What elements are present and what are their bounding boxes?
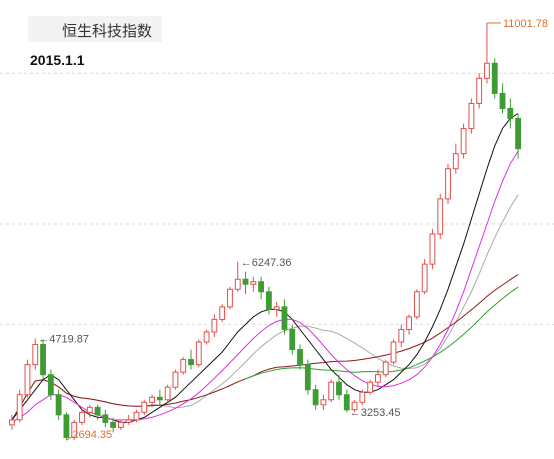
candle-body-45 <box>359 391 366 403</box>
date-label: 2015.1.1 <box>30 52 85 68</box>
candle-body-48 <box>382 361 389 376</box>
candle-body-8 <box>71 421 78 438</box>
candle-body-24 <box>195 341 202 366</box>
candle-body-41 <box>328 381 335 401</box>
candle-body-56 <box>445 168 451 200</box>
candle-body-15 <box>125 419 132 423</box>
candle-body-32 <box>258 281 265 293</box>
candle-body-46 <box>367 381 374 393</box>
annotation-4: 11001.78 <box>503 18 548 30</box>
candle-body-18 <box>149 396 155 403</box>
candle-body-61 <box>484 62 490 79</box>
candle-body-34 <box>273 306 280 310</box>
candle-body-36 <box>289 328 296 351</box>
candle-body-55 <box>437 198 444 235</box>
candle-body-7 <box>63 414 70 438</box>
candle-body-47 <box>375 374 381 383</box>
candle-body-19 <box>156 396 163 401</box>
candle-body-9 <box>79 411 85 423</box>
candle-body-42 <box>336 381 342 396</box>
candle-body-44 <box>351 401 358 411</box>
candle-body-58 <box>460 128 467 155</box>
candle-body-54 <box>429 233 436 265</box>
candle-body-57 <box>452 153 459 170</box>
candle-body-10 <box>86 406 93 413</box>
candle-body-12 <box>102 414 109 423</box>
annotation-1: 2694.35 <box>72 429 112 441</box>
candle-body-53 <box>421 263 428 293</box>
candle-body-11 <box>94 406 101 416</box>
candle-body-63 <box>499 92 506 109</box>
candle-body-51 <box>406 316 412 330</box>
chart-title: 恒生科技指数 <box>62 22 153 40</box>
title-box <box>28 16 162 42</box>
candle-body-40 <box>320 399 327 406</box>
candle-body-60 <box>476 77 483 104</box>
candle-body-31 <box>250 281 257 285</box>
annotation-0: ←4719.87 <box>38 334 89 346</box>
candle-body-6 <box>55 394 62 416</box>
candle-body-5 <box>47 374 54 396</box>
candle-body-1 <box>16 394 23 421</box>
candle-body-21 <box>172 371 179 388</box>
candle-body-16 <box>133 411 140 421</box>
candle-body-38 <box>304 364 311 391</box>
candle-body-33 <box>265 291 272 310</box>
annotation-2: ←6247.36 <box>241 257 292 269</box>
ma-line-darkred <box>11 274 519 421</box>
candle-body-52 <box>413 291 420 318</box>
candle-body-29 <box>234 278 241 290</box>
candle-body-26 <box>211 318 218 333</box>
candle-body-65 <box>515 118 522 150</box>
candle-body-13 <box>110 421 117 428</box>
candle-body-20 <box>164 386 171 401</box>
candle-body-0 <box>8 419 15 426</box>
candle-body-49 <box>390 341 397 363</box>
candle-body-27 <box>219 306 226 320</box>
ma-line-black <box>11 113 519 423</box>
candle-body-2 <box>24 364 31 396</box>
candle-body-35 <box>281 306 288 330</box>
candle-body-3 <box>32 344 39 366</box>
ma-line-magenta <box>11 150 519 423</box>
candle-body-43 <box>343 394 350 411</box>
candle-body-4 <box>40 344 46 376</box>
candle-body-39 <box>312 389 319 406</box>
candle-body-25 <box>203 331 210 343</box>
candle-body-30 <box>242 278 249 285</box>
candle-body-59 <box>468 102 475 130</box>
candle-body-17 <box>141 401 148 413</box>
ma-line-green <box>245 286 519 380</box>
candle-body-14 <box>118 421 124 428</box>
annotation-pointer-1 <box>66 435 73 441</box>
candle-body-50 <box>398 328 405 343</box>
candle-body-28 <box>227 288 233 308</box>
candle-body-62 <box>491 62 498 94</box>
candle-body-37 <box>297 349 303 366</box>
annotation-3: ←3253.45 <box>350 407 401 419</box>
candle-body-64 <box>507 107 514 119</box>
candle-body-23 <box>188 359 194 366</box>
candle-body-22 <box>180 359 187 373</box>
